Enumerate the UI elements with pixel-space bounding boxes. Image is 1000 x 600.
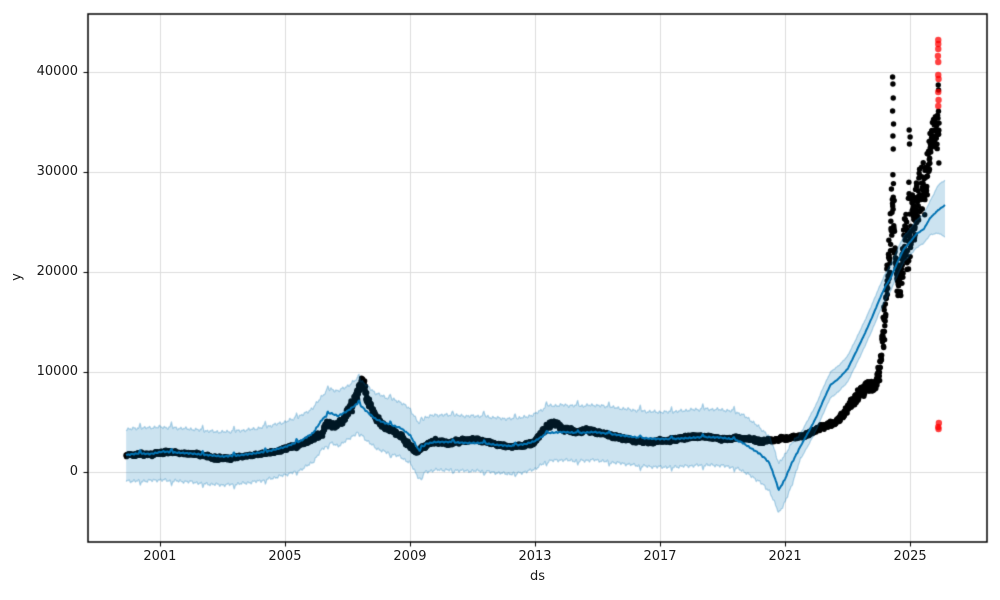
x-tick-label: 2025 bbox=[893, 549, 927, 564]
x-tick-label: 2005 bbox=[268, 549, 302, 564]
x-tick-label: 2021 bbox=[768, 549, 802, 564]
y-tick-label: 40000 bbox=[36, 64, 78, 79]
x-axis-label: ds bbox=[529, 569, 546, 584]
x-tick-label: 2009 bbox=[393, 549, 427, 564]
y-tick-label: 0 bbox=[69, 464, 78, 479]
x-tick-label: 2017 bbox=[643, 549, 677, 564]
x-tick-label: 2001 bbox=[143, 549, 177, 564]
x-tick-label: 2013 bbox=[518, 549, 552, 564]
y-tick-label: 30000 bbox=[36, 164, 78, 179]
y-tick-label: 20000 bbox=[36, 264, 78, 279]
y-tick-label: 10000 bbox=[36, 364, 78, 379]
